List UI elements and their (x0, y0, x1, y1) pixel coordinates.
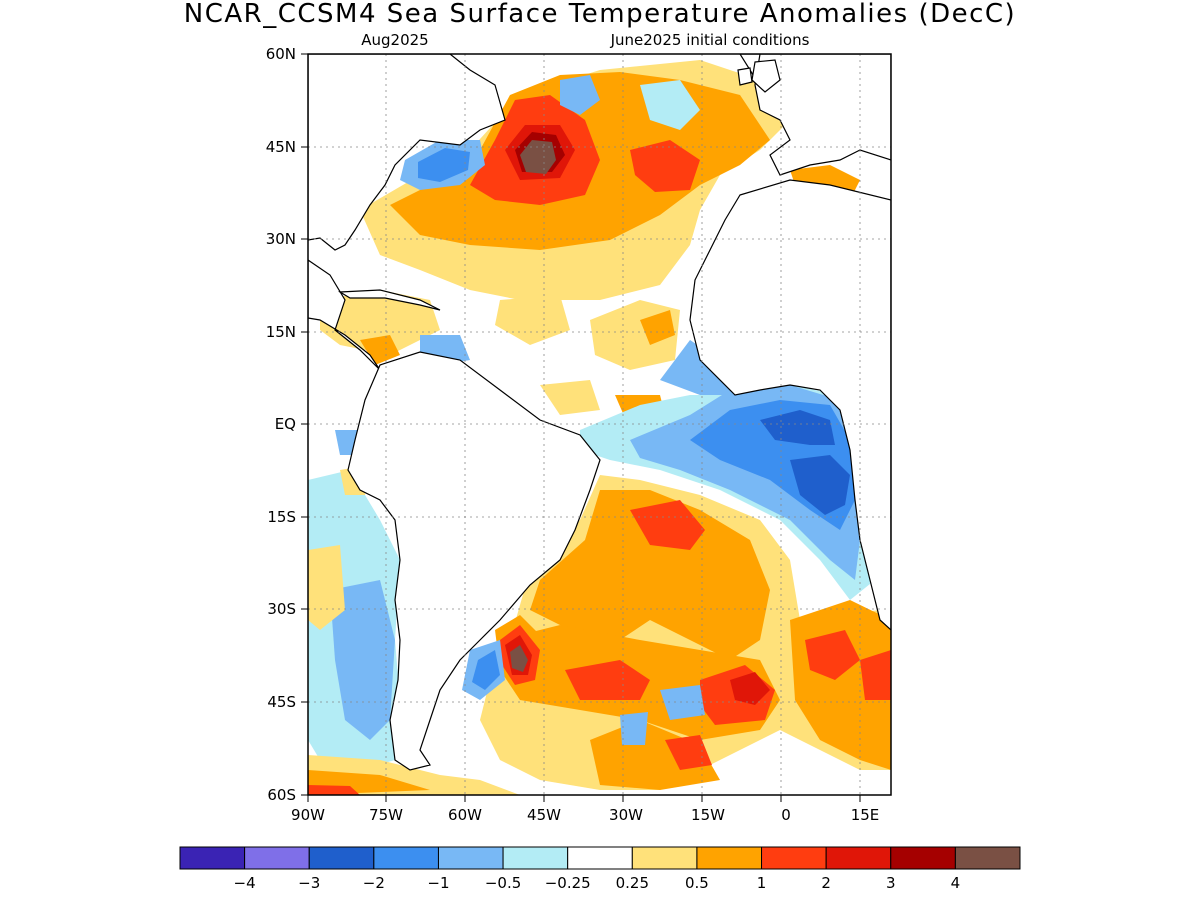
anomaly-region (805, 630, 860, 680)
colorbar-label: −3 (298, 874, 320, 892)
anomaly-region (560, 75, 600, 115)
lat-label: 45N (266, 138, 296, 156)
colorbar-label: −4 (234, 874, 256, 892)
lon-tick-marks (307, 795, 861, 802)
longitude-axis: 90W 75W 60W 45W 30W 15W 0 15E (291, 795, 879, 824)
africa-coastline (689, 179, 891, 631)
lon-label: 45W (527, 806, 561, 824)
lon-label: 75W (369, 806, 403, 824)
colorbar-swatch (373, 846, 439, 870)
anomaly-region (308, 785, 360, 795)
lat-label: 30S (267, 600, 296, 618)
anomaly-region (630, 500, 705, 550)
colorbar-swatch (244, 846, 310, 870)
latitude-axis: 60N 45N 30N 15N EQ 15S 30S 45S 60S (266, 45, 308, 804)
ireland-coastline (737, 67, 753, 86)
colorbar-swatch (825, 846, 892, 870)
anomaly-region (530, 490, 770, 660)
anomaly-region (510, 645, 528, 672)
colorbar-label: 4 (951, 874, 961, 892)
lat-label: 15S (267, 508, 296, 526)
lat-tick-marks (301, 53, 308, 796)
colorbar-swatch (179, 846, 246, 870)
lat-label: 60S (267, 786, 296, 804)
anomaly-region (620, 712, 648, 745)
lat-label: 15N (266, 323, 296, 341)
colorbar-swatch (631, 846, 698, 870)
colorbar-label: 0.5 (685, 874, 709, 892)
anomaly-region (330, 580, 395, 740)
colorbar-swatch (954, 846, 1021, 870)
anomaly-region (540, 380, 600, 415)
anomaly-region (640, 80, 700, 130)
anomaly-region (472, 650, 500, 690)
europe-coastline (754, 54, 891, 176)
map-gridlines (308, 54, 891, 795)
anomaly-region (860, 650, 891, 700)
colorbar-swatch (761, 846, 827, 870)
map-panel (308, 54, 891, 795)
colorbar-label: −2 (363, 874, 385, 892)
figure-title: NCAR_CCSM4 Sea Surface Temperature Anoma… (184, 0, 1016, 29)
anomaly-region (418, 148, 470, 182)
lon-label: 60W (448, 806, 482, 824)
lon-label: 30W (609, 806, 643, 824)
colorbar-swatch (890, 846, 956, 870)
land-masses (308, 54, 891, 771)
british-isles-coastline (751, 59, 781, 93)
colorbar-label: −0.5 (485, 874, 521, 892)
colorbar-label: 1 (757, 874, 767, 892)
lat-label: 30N (266, 230, 296, 248)
colorbar-swatch (437, 846, 504, 870)
colorbar-swatch (308, 846, 375, 870)
lon-label: 90W (291, 806, 325, 824)
anomaly-region (730, 672, 770, 705)
colorbar-label: 0.25 (616, 874, 649, 892)
colorbar-label: 3 (886, 874, 896, 892)
lon-label: 0 (781, 806, 791, 824)
south-america-coastline (347, 351, 601, 771)
anomaly-region (640, 310, 675, 345)
anomaly-region (565, 660, 650, 700)
lat-label: 45S (267, 693, 296, 711)
lon-label: 15E (851, 806, 880, 824)
caribbean-islands (337, 289, 441, 311)
colorbar-label: 2 (821, 874, 831, 892)
subtitle-month: Aug2025 (361, 31, 428, 49)
north-america-coastline (308, 54, 506, 251)
anomaly-region (790, 455, 850, 515)
anomaly-region (495, 295, 570, 345)
anomaly-region (520, 140, 556, 174)
anomaly-region (665, 735, 712, 770)
anomaly-region (360, 335, 400, 365)
anomaly-region (660, 340, 740, 395)
colorbar-swatch (567, 846, 633, 870)
lat-label: 60N (266, 45, 296, 63)
subtitle-initial-conditions: June2025 initial conditions (610, 31, 810, 49)
colorbar-label: −1 (427, 874, 449, 892)
lon-label: 15W (691, 806, 725, 824)
anomaly-region (660, 685, 705, 720)
colorbar-label: −0.25 (545, 874, 591, 892)
colorbar: −4 −3 −2 −1 −0.5 −0.25 0.25 0.5 1 2 3 4 (179, 846, 1021, 892)
anomaly-region (308, 545, 345, 630)
lat-label: EQ (275, 415, 296, 433)
anomaly-region (760, 410, 835, 445)
colorbar-swatch (502, 846, 569, 870)
colorbar-swatch (696, 846, 763, 870)
anomaly-region (630, 140, 700, 192)
